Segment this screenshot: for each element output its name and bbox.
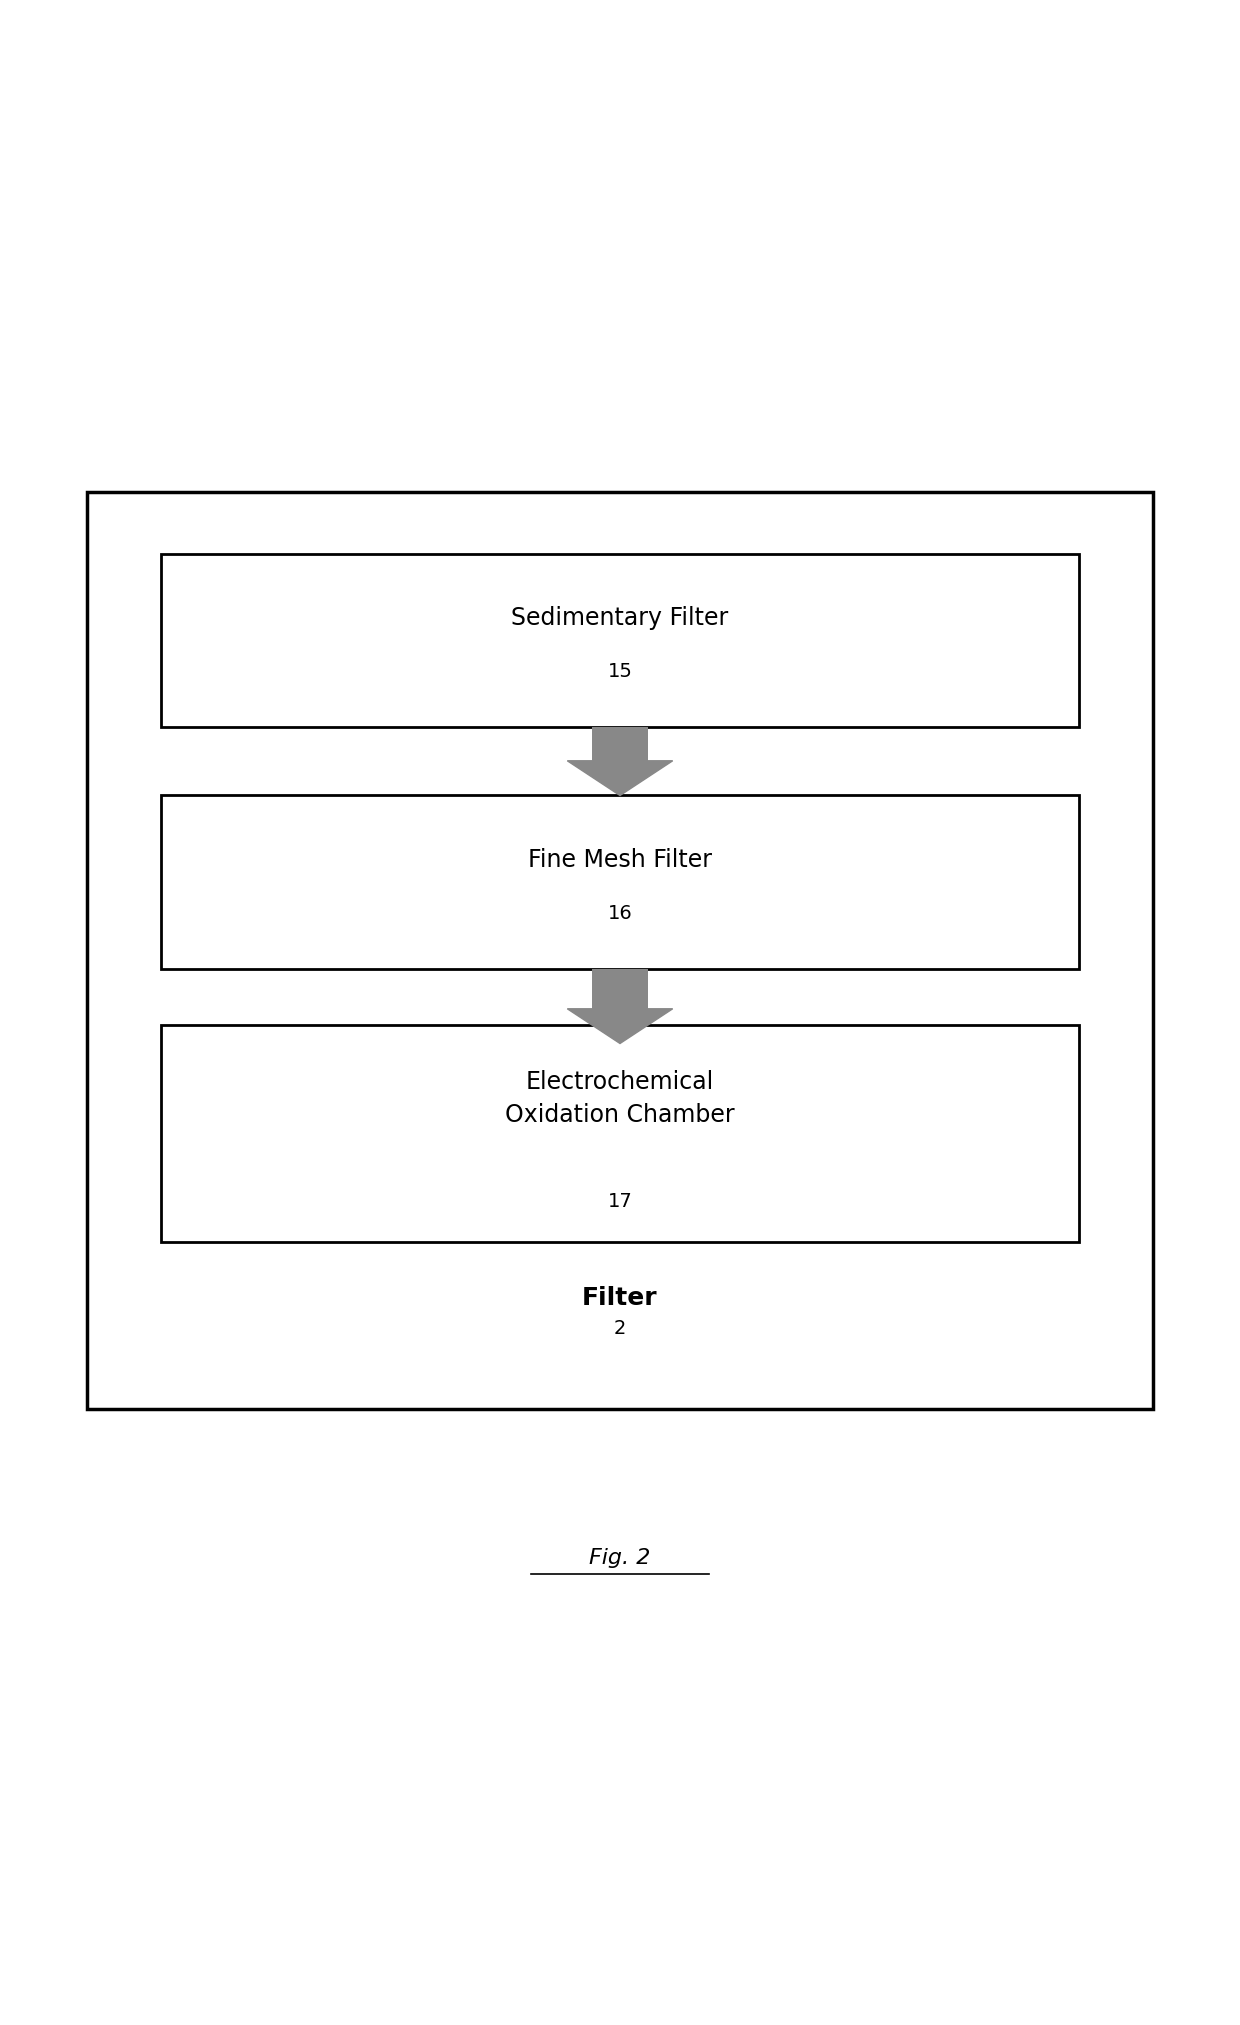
Text: 16: 16	[608, 903, 632, 923]
Bar	[593, 970, 647, 1008]
Text: 2: 2	[614, 1318, 626, 1339]
Bar	[593, 727, 647, 761]
Polygon shape	[568, 1008, 672, 1043]
Text: Electrochemical
Oxidation Chamber: Electrochemical Oxidation Chamber	[505, 1069, 735, 1128]
Bar	[161, 1025, 1079, 1241]
Bar	[161, 553, 1079, 727]
Bar	[161, 796, 1079, 970]
Text: Sedimentary Filter: Sedimentary Filter	[511, 605, 729, 630]
Polygon shape	[568, 761, 672, 796]
Text: Fine Mesh Filter: Fine Mesh Filter	[528, 848, 712, 873]
Text: 15: 15	[608, 662, 632, 680]
Bar	[87, 492, 1153, 1409]
Text: Fig. 2: Fig. 2	[589, 1547, 651, 1567]
Text: 17: 17	[608, 1193, 632, 1211]
Text: Filter: Filter	[583, 1286, 657, 1310]
